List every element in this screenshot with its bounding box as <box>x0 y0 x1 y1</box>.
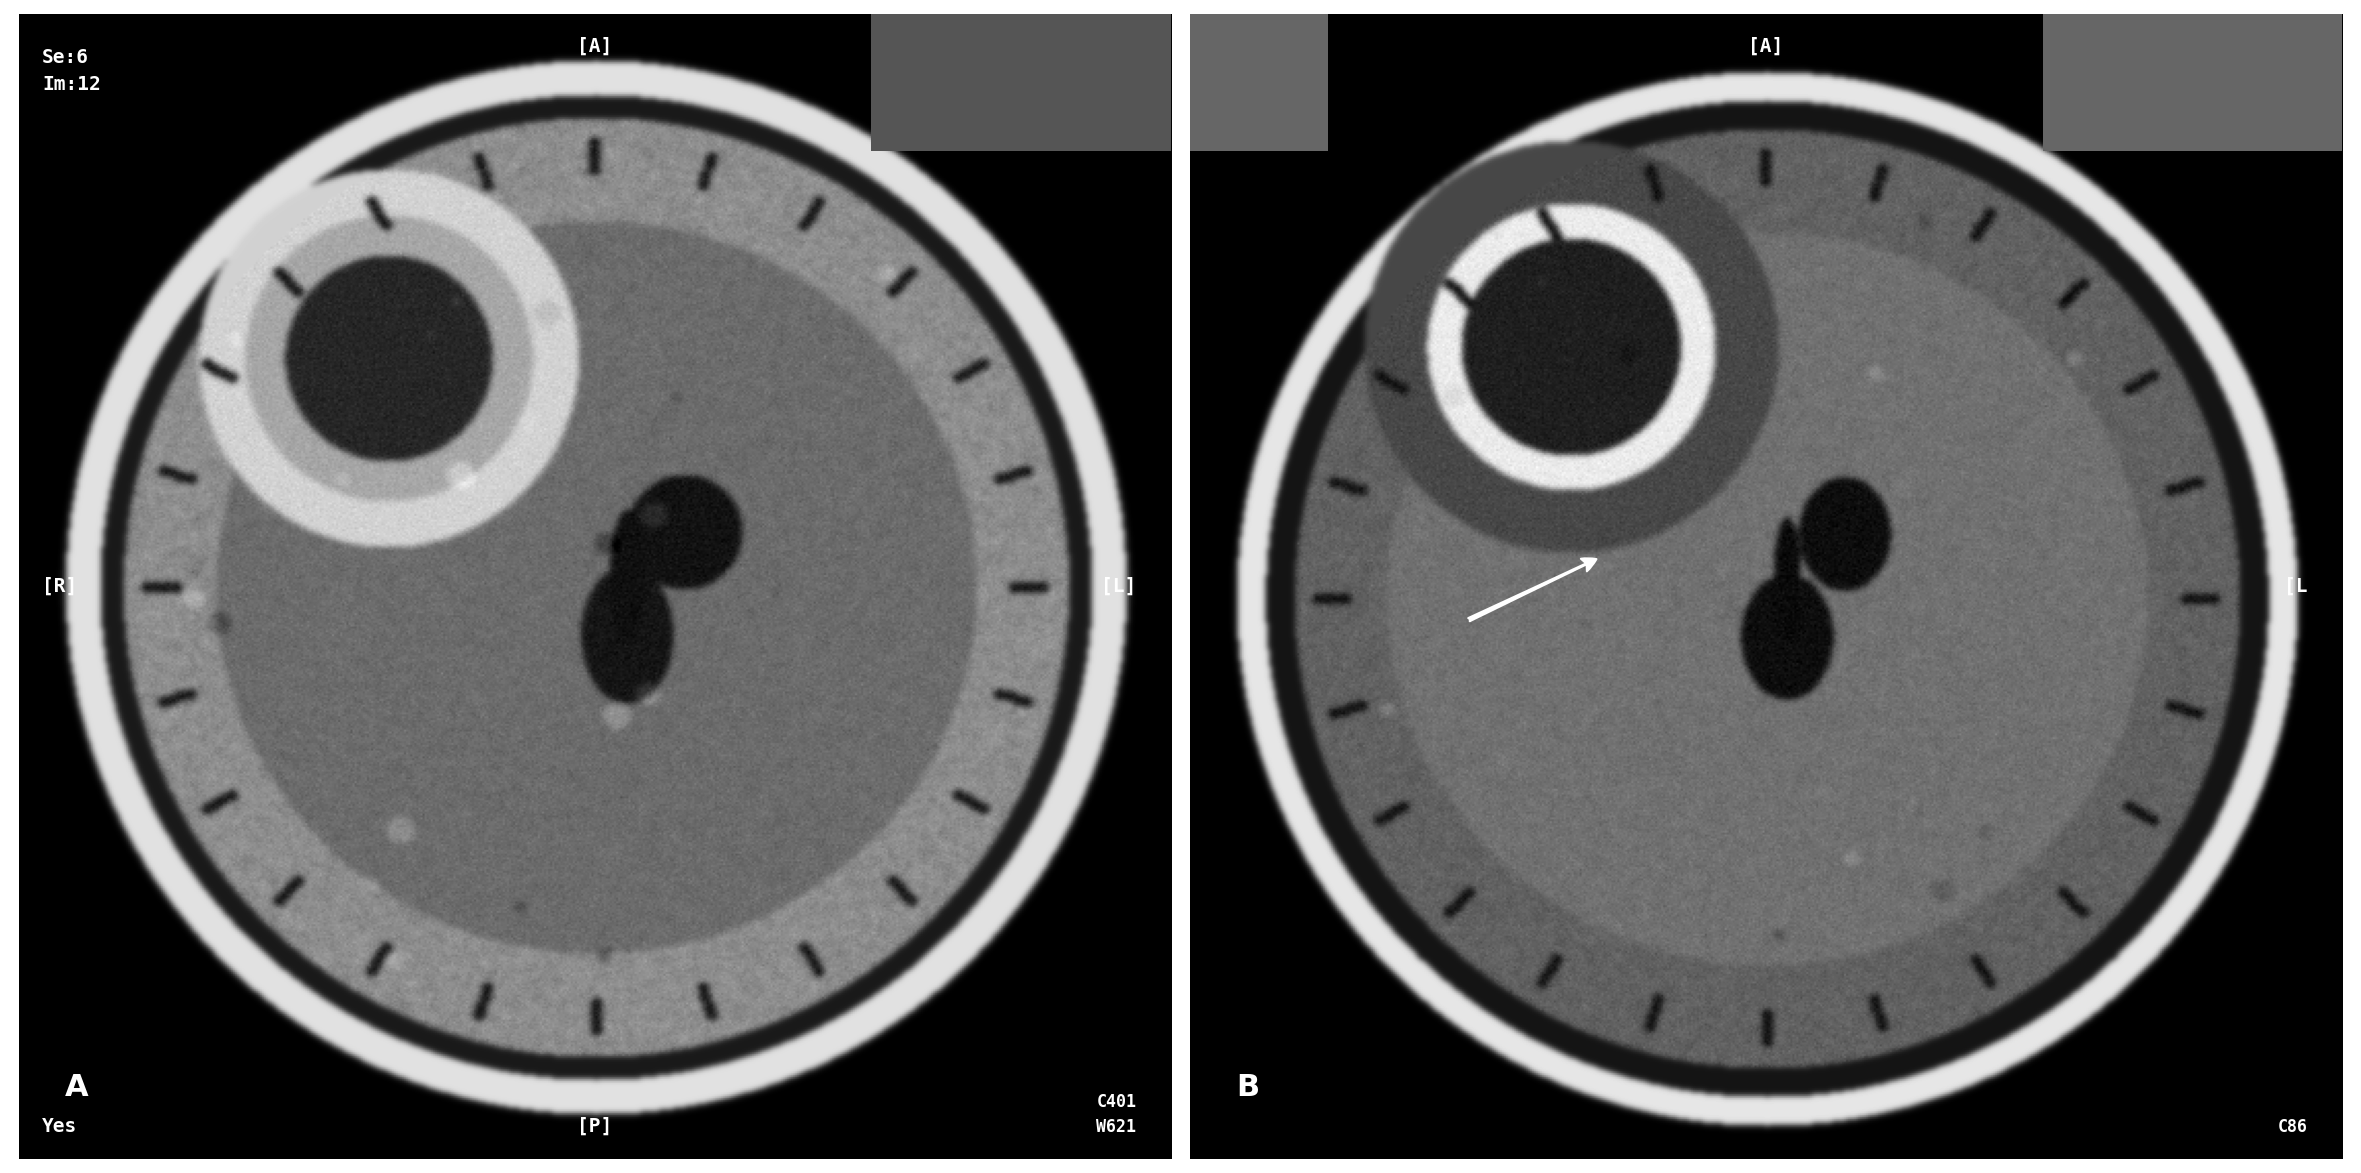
Text: B: B <box>1237 1072 1258 1101</box>
Text: [P]: [P] <box>578 1117 611 1135</box>
Text: [L: [L <box>2283 577 2307 596</box>
Text: Se:6
Im:12: Se:6 Im:12 <box>42 48 102 94</box>
Text: Yes: Yes <box>42 1117 78 1135</box>
Bar <box>871 14 1171 151</box>
Text: [A]: [A] <box>1750 38 1783 56</box>
Bar <box>2042 14 2342 151</box>
Text: [L]: [L] <box>1100 577 1136 596</box>
Text: C:2
:45: C:2 :45 <box>1214 48 1249 94</box>
Text: [R]: [R] <box>42 577 78 596</box>
Text: [A]: [A] <box>578 38 611 56</box>
Text: C86: C86 <box>2278 1118 2307 1135</box>
Text: C401
W621: C401 W621 <box>1096 1093 1136 1135</box>
Bar <box>1190 14 1329 151</box>
Text: A: A <box>66 1072 90 1101</box>
